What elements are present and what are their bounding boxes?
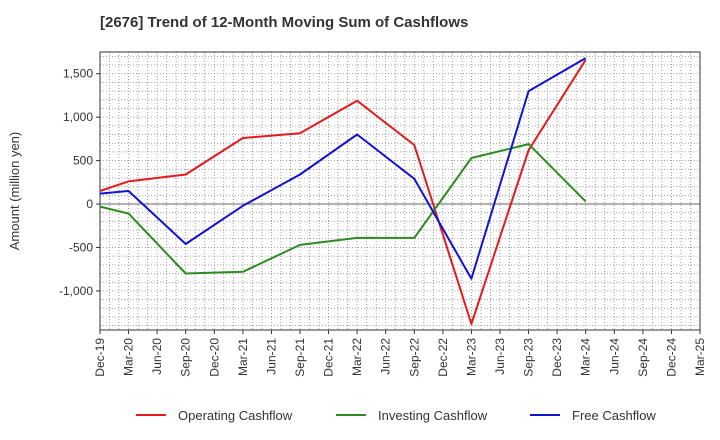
x-tick-label: Mar-24 bbox=[579, 338, 593, 376]
series-line-free-cashflow bbox=[99, 57, 587, 280]
x-tick-label: Jun-20 bbox=[150, 338, 164, 375]
x-tick-label: Dec-20 bbox=[207, 338, 221, 377]
x-tick-label: Mar-23 bbox=[464, 338, 478, 376]
x-tick-label: Mar-20 bbox=[122, 338, 136, 376]
y-tick-label: 500 bbox=[73, 154, 93, 168]
series-line-operating-cashflow bbox=[99, 59, 587, 325]
chart-title: [2676] Trend of 12-Month Moving Sum of C… bbox=[100, 14, 469, 31]
x-tick-label: Dec-24 bbox=[664, 338, 678, 377]
x-tick-label: Sep-20 bbox=[179, 338, 193, 377]
plot-area bbox=[100, 52, 700, 330]
y-tick-label: 0 bbox=[86, 197, 93, 211]
x-tick-label: Mar-25 bbox=[693, 338, 707, 376]
x-tick-label: Sep-24 bbox=[636, 338, 650, 377]
x-tick-label: Dec-22 bbox=[436, 338, 450, 377]
y-axis-label: Amount (million yen) bbox=[7, 132, 22, 251]
x-tick-label: Dec-21 bbox=[322, 338, 336, 377]
y-tick-label: 1,000 bbox=[63, 110, 93, 124]
y-tick-label: 1,500 bbox=[63, 67, 93, 81]
x-tick-label: Dec-19 bbox=[93, 338, 107, 377]
x-tick-label: Sep-23 bbox=[522, 338, 536, 377]
series-line-investing-cashflow bbox=[99, 143, 587, 275]
x-tick-label: Jun-24 bbox=[607, 338, 621, 375]
x-tick-label: Mar-21 bbox=[236, 338, 250, 376]
legend-label: Free Cashflow bbox=[572, 408, 656, 423]
x-tick-label: Jun-23 bbox=[493, 338, 507, 375]
y-tick-label: -500 bbox=[69, 240, 93, 254]
x-tick-label: Jun-22 bbox=[379, 338, 393, 375]
legend-label: Operating Cashflow bbox=[178, 408, 293, 423]
x-tick-label: Mar-22 bbox=[350, 338, 364, 376]
y-tick-label: -1,000 bbox=[59, 284, 93, 298]
x-tick-label: Sep-21 bbox=[293, 338, 307, 377]
x-tick-label: Sep-22 bbox=[407, 338, 421, 377]
x-tick-label: Jun-21 bbox=[264, 338, 278, 375]
x-tick-label: Dec-23 bbox=[550, 338, 564, 377]
legend-label: Investing Cashflow bbox=[378, 408, 488, 423]
